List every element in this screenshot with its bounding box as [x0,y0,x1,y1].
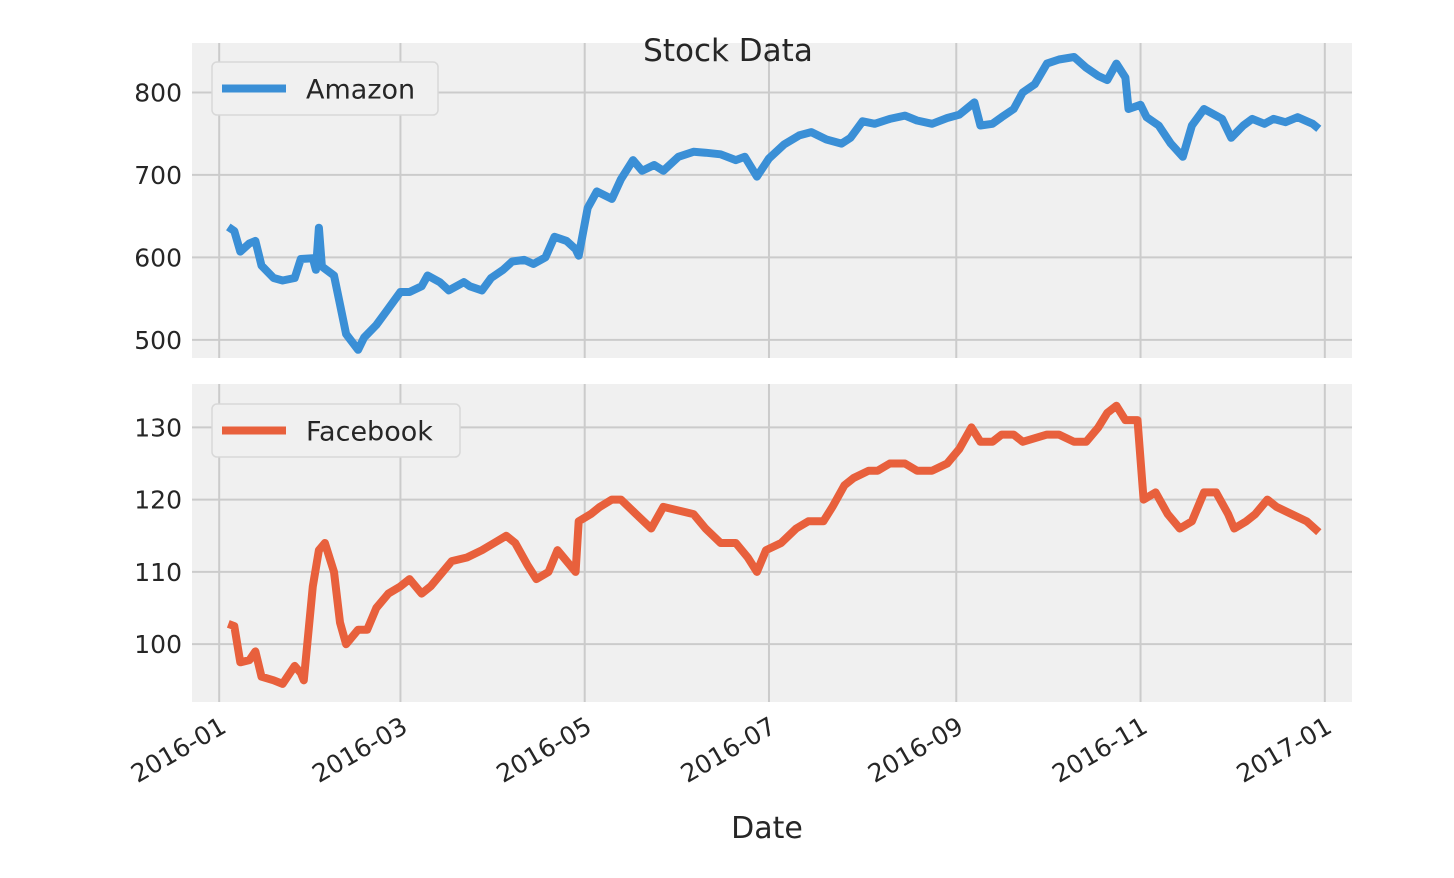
legend-label: Facebook [306,417,433,448]
y-tick-label: 800 [134,78,182,107]
x-axis-label: Date [731,811,803,846]
figure-title: Stock Data [643,33,813,69]
y-tick-label: 600 [134,243,182,272]
y-tick-label: 120 [134,486,182,515]
y-tick-label: 100 [134,630,182,659]
y-tick-label: 130 [134,413,182,442]
legend: Amazon [211,61,439,116]
amazon-panel: 500 600 700 800 Amazon [134,43,1352,358]
series-line-facebook [226,401,1322,688]
legend: Facebook [211,403,461,458]
y-tick-label: 500 [134,326,182,355]
facebook-panel: 100 110 120 130 Facebook [134,384,1352,702]
series-line-amazon [226,53,1322,354]
y-tick-label: 700 [134,161,182,190]
legend-label: Amazon [306,75,415,106]
y-tick-label: 110 [134,558,182,587]
legend-box [211,403,461,458]
legend-box [211,61,439,116]
